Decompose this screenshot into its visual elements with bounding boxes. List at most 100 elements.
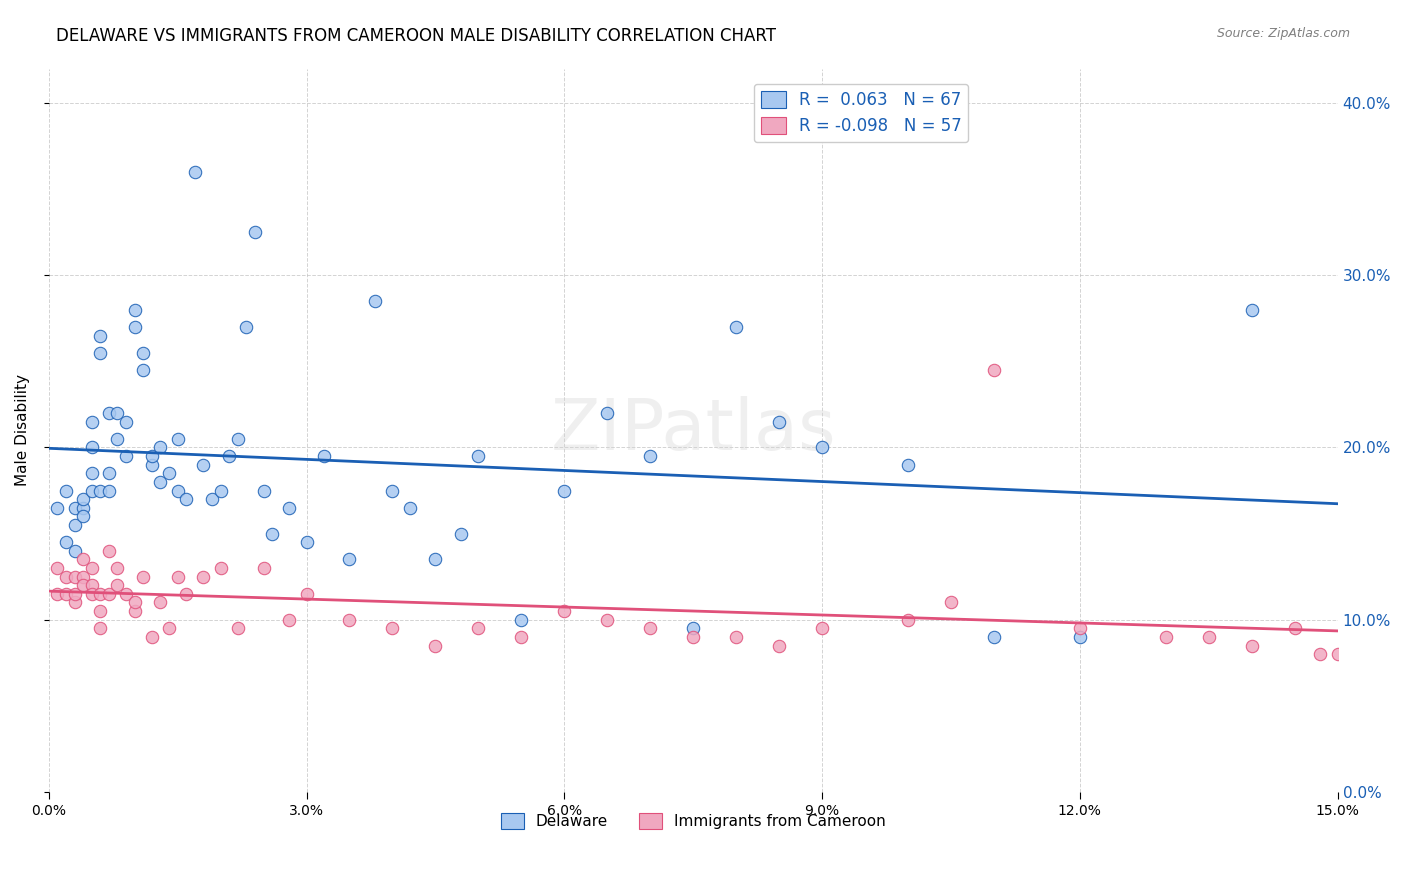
- Point: [682, 621, 704, 635]
- Point: [226, 621, 249, 635]
- Point: [89, 328, 111, 343]
- Point: [115, 449, 138, 463]
- Point: [553, 483, 575, 498]
- Point: [226, 432, 249, 446]
- Point: [80, 441, 103, 455]
- Text: Source: ZipAtlas.com: Source: ZipAtlas.com: [1216, 27, 1350, 40]
- Point: [149, 441, 172, 455]
- Point: [768, 639, 790, 653]
- Point: [339, 552, 361, 566]
- Point: [72, 552, 94, 566]
- Point: [252, 483, 274, 498]
- Point: [63, 569, 86, 583]
- Point: [149, 475, 172, 489]
- Point: [252, 561, 274, 575]
- Y-axis label: Male Disability: Male Disability: [15, 375, 30, 486]
- Point: [157, 467, 180, 481]
- Point: [174, 587, 197, 601]
- Point: [725, 319, 748, 334]
- Text: ZIPatlas: ZIPatlas: [550, 396, 837, 465]
- Point: [115, 415, 138, 429]
- Point: [72, 509, 94, 524]
- Point: [97, 483, 120, 498]
- Point: [63, 544, 86, 558]
- Point: [107, 432, 129, 446]
- Point: [201, 492, 224, 507]
- Point: [72, 500, 94, 515]
- Point: [1309, 647, 1331, 661]
- Point: [1198, 630, 1220, 644]
- Point: [141, 458, 163, 472]
- Point: [46, 500, 69, 515]
- Point: [55, 569, 77, 583]
- Point: [768, 415, 790, 429]
- Point: [80, 483, 103, 498]
- Point: [638, 621, 661, 635]
- Point: [80, 578, 103, 592]
- Point: [80, 561, 103, 575]
- Point: [72, 569, 94, 583]
- Point: [467, 621, 489, 635]
- Point: [638, 449, 661, 463]
- Point: [174, 492, 197, 507]
- Point: [1284, 621, 1306, 635]
- Point: [235, 319, 257, 334]
- Point: [80, 467, 103, 481]
- Point: [89, 587, 111, 601]
- Point: [89, 345, 111, 359]
- Point: [184, 165, 207, 179]
- Point: [425, 552, 447, 566]
- Point: [55, 587, 77, 601]
- Point: [132, 345, 155, 359]
- Point: [897, 613, 920, 627]
- Point: [553, 604, 575, 618]
- Point: [141, 449, 163, 463]
- Point: [1240, 302, 1263, 317]
- Point: [63, 518, 86, 533]
- Point: [107, 578, 129, 592]
- Point: [1326, 647, 1348, 661]
- Point: [124, 319, 146, 334]
- Point: [89, 604, 111, 618]
- Point: [115, 587, 138, 601]
- Point: [149, 595, 172, 609]
- Point: [97, 587, 120, 601]
- Point: [1240, 639, 1263, 653]
- Point: [278, 500, 301, 515]
- Point: [166, 432, 188, 446]
- Point: [55, 483, 77, 498]
- Point: [97, 467, 120, 481]
- Point: [1069, 630, 1091, 644]
- Text: DELAWARE VS IMMIGRANTS FROM CAMEROON MALE DISABILITY CORRELATION CHART: DELAWARE VS IMMIGRANTS FROM CAMEROON MAL…: [56, 27, 776, 45]
- Point: [63, 500, 86, 515]
- Point: [450, 526, 472, 541]
- Point: [89, 483, 111, 498]
- Point: [983, 363, 1005, 377]
- Point: [80, 415, 103, 429]
- Point: [312, 449, 335, 463]
- Point: [682, 630, 704, 644]
- Point: [166, 569, 188, 583]
- Point: [72, 578, 94, 592]
- Point: [72, 492, 94, 507]
- Point: [46, 587, 69, 601]
- Point: [46, 561, 69, 575]
- Point: [218, 449, 240, 463]
- Point: [124, 595, 146, 609]
- Point: [725, 630, 748, 644]
- Point: [596, 406, 619, 420]
- Point: [63, 587, 86, 601]
- Point: [209, 483, 232, 498]
- Point: [97, 406, 120, 420]
- Point: [97, 544, 120, 558]
- Point: [425, 639, 447, 653]
- Point: [510, 630, 533, 644]
- Point: [243, 225, 266, 239]
- Point: [141, 630, 163, 644]
- Point: [295, 535, 318, 549]
- Point: [132, 363, 155, 377]
- Point: [157, 621, 180, 635]
- Point: [209, 561, 232, 575]
- Point: [983, 630, 1005, 644]
- Point: [124, 302, 146, 317]
